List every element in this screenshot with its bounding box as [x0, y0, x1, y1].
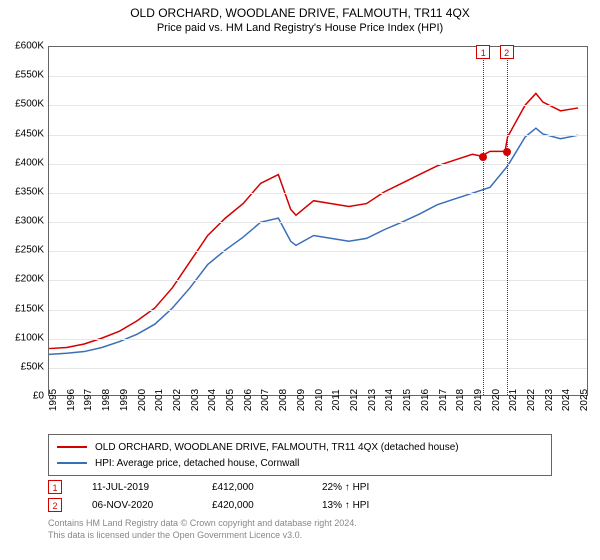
legend-label: HPI: Average price, detached house, Corn… [95, 458, 299, 469]
footnote-line-2: This data is licensed under the Open Gov… [48, 530, 552, 542]
legend-item: HPI: Average price, detached house, Corn… [57, 455, 543, 471]
legend-swatch [57, 462, 87, 464]
annotation-price: £420,000 [212, 500, 292, 511]
y-axis-label: £350K [15, 186, 44, 197]
annotation-row: 1 11-JUL-2019 £412,000 22% ↑ HPI [48, 480, 552, 494]
legend-label: OLD ORCHARD, WOODLANE DRIVE, FALMOUTH, T… [95, 442, 459, 453]
annotation-id-box: 2 [48, 498, 62, 512]
footnote: Contains HM Land Registry data © Crown c… [48, 518, 552, 541]
y-axis-label: £500K [15, 99, 44, 110]
series-hpi [49, 128, 578, 354]
y-axis-label: £550K [15, 70, 44, 81]
footnote-line-1: Contains HM Land Registry data © Crown c… [48, 518, 552, 530]
y-axis-label: £100K [15, 332, 44, 343]
y-axis-label: £250K [15, 245, 44, 256]
y-axis-label: £400K [15, 157, 44, 168]
annotation-date: 11-JUL-2019 [92, 482, 182, 493]
y-axis-label: £150K [15, 303, 44, 314]
y-axis-label: £450K [15, 128, 44, 139]
marker-dot [503, 148, 511, 156]
annotation-date: 06-NOV-2020 [92, 500, 182, 511]
y-axis-label: £0 [33, 391, 44, 402]
chart-area: 12 £0 £50K £100K £150K £200K £250K £300K £350K £… [0, 38, 600, 428]
marker-dot [479, 153, 487, 161]
plot-region: 12 [48, 46, 588, 396]
x-axis-label: 2025 [579, 389, 600, 411]
marker-line [507, 47, 508, 395]
legend-swatch [57, 446, 87, 448]
y-axis-label: £300K [15, 216, 44, 227]
y-axis-label: £50K [21, 361, 44, 372]
annotation-row: 2 06-NOV-2020 £420,000 13% ↑ HPI [48, 498, 552, 512]
chart-subtitle: Price paid vs. HM Land Registry's House … [0, 20, 600, 38]
annotation-id-box: 1 [48, 480, 62, 494]
legend-item: OLD ORCHARD, WOODLANE DRIVE, FALMOUTH, T… [57, 439, 543, 455]
marker-box: 1 [476, 45, 490, 59]
y-axis-label: £200K [15, 274, 44, 285]
annotation-delta: 22% ↑ HPI [322, 482, 369, 493]
chart-title: OLD ORCHARD, WOODLANE DRIVE, FALMOUTH, T… [0, 0, 600, 20]
annotation-delta: 13% ↑ HPI [322, 500, 369, 511]
legend: OLD ORCHARD, WOODLANE DRIVE, FALMOUTH, T… [48, 434, 552, 476]
y-axis-label: £600K [15, 41, 44, 52]
annotation-price: £412,000 [212, 482, 292, 493]
marker-line [483, 47, 484, 395]
marker-box: 2 [500, 45, 514, 59]
annotations: 1 11-JUL-2019 £412,000 22% ↑ HPI 2 06-NOV-202… [0, 480, 600, 512]
